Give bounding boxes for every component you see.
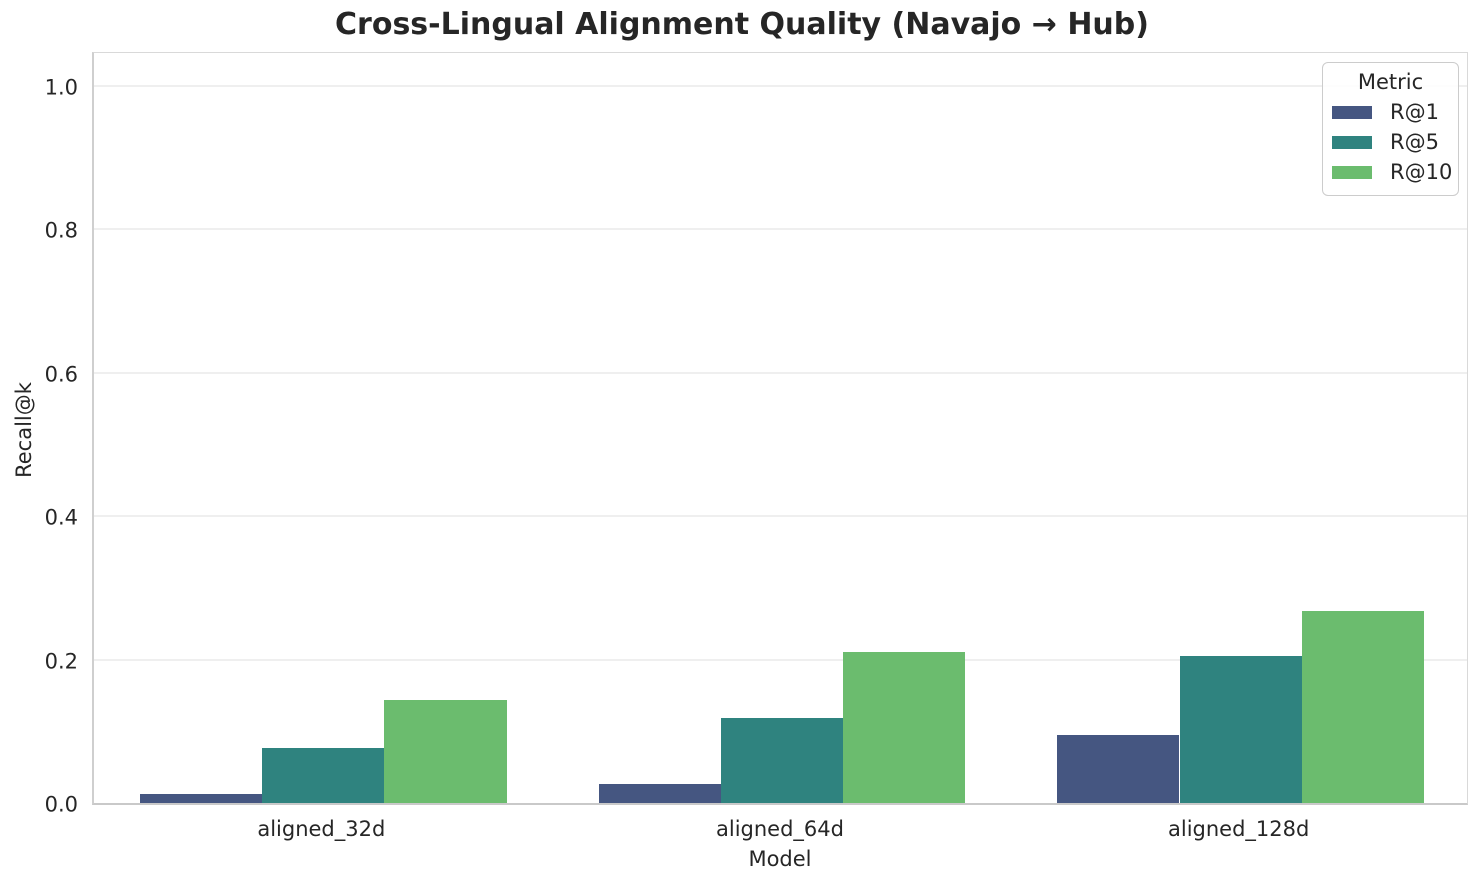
plot-area bbox=[92, 52, 1468, 805]
y-tick-label: 0.8 bbox=[44, 218, 78, 243]
gridline bbox=[94, 371, 1467, 374]
bar-aligned_64d-R@5 bbox=[720, 717, 844, 803]
legend-swatch-R@5 bbox=[1332, 135, 1372, 149]
y-tick-label: 0.2 bbox=[44, 649, 78, 674]
legend-items: R@1 R@5 R@10 bbox=[1332, 97, 1453, 187]
legend-item-R@5: R@5 bbox=[1332, 127, 1449, 157]
gridline bbox=[94, 515, 1467, 518]
y-tick-label: 0.6 bbox=[44, 362, 78, 387]
bar-aligned_32d-R@1 bbox=[139, 794, 263, 803]
legend-item-R@1: R@1 bbox=[1332, 97, 1449, 127]
legend-swatch-R@10 bbox=[1332, 165, 1372, 179]
y-tick-label: 0.0 bbox=[44, 792, 78, 817]
y-tick-label: 1.0 bbox=[44, 75, 78, 100]
gridline bbox=[94, 228, 1467, 231]
legend-label: R@5 bbox=[1390, 129, 1439, 154]
y-tick-label: 0.4 bbox=[44, 505, 78, 530]
legend-label: R@10 bbox=[1390, 159, 1453, 184]
bar-aligned_64d-R@1 bbox=[598, 783, 721, 803]
bar-aligned_128d-R@10 bbox=[1301, 610, 1425, 803]
legend-swatch-R@1 bbox=[1332, 105, 1372, 119]
x-tick-label-aligned_128d: aligned_128d bbox=[1167, 817, 1310, 841]
chart-title: Cross-Lingual Alignment Quality (Navajo … bbox=[335, 7, 1149, 42]
legend-title: Metric bbox=[1357, 70, 1424, 94]
x-axis-label: Model bbox=[748, 847, 812, 871]
bar-aligned_32d-R@10 bbox=[384, 700, 507, 803]
x-tick-label-aligned_32d: aligned_32d bbox=[257, 817, 386, 841]
gridline bbox=[94, 658, 1467, 661]
bar-aligned_32d-R@5 bbox=[262, 747, 385, 803]
legend: Metric R@1 R@5 R@10 bbox=[1322, 62, 1459, 196]
legend-item-R@10: R@10 bbox=[1332, 157, 1453, 187]
bar-aligned_64d-R@10 bbox=[843, 652, 966, 803]
bar-aligned_128d-R@5 bbox=[1179, 656, 1302, 803]
x-tick-label-aligned_64d: aligned_64d bbox=[716, 817, 844, 841]
gridline bbox=[94, 84, 1467, 87]
bar-aligned_128d-R@1 bbox=[1057, 734, 1180, 803]
y-axis-label: Recall@k bbox=[12, 382, 36, 478]
legend-label: R@1 bbox=[1390, 99, 1439, 124]
